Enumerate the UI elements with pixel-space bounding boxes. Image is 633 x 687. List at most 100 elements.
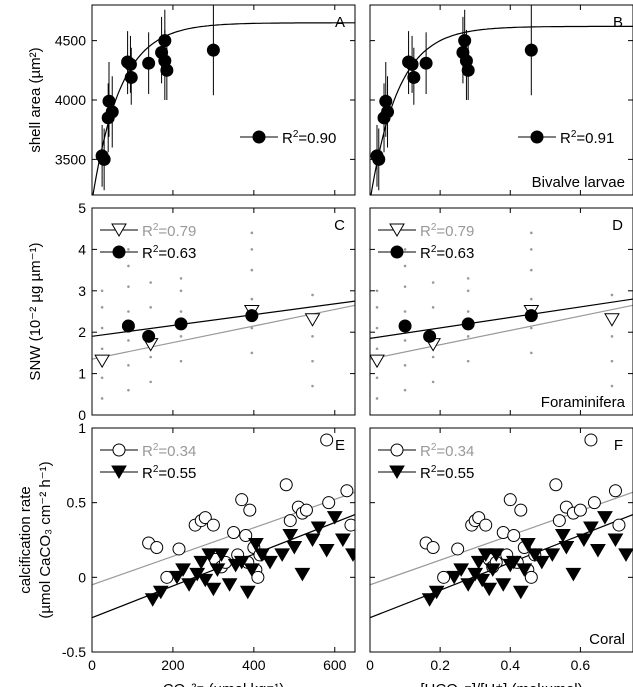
data-point [431, 281, 435, 284]
legend-marker [389, 465, 405, 479]
fit-line [370, 304, 633, 360]
data-point [565, 567, 582, 582]
y-tick-label: 0 [78, 407, 86, 423]
y-tick-label: -0.5 [62, 644, 86, 660]
data-point [530, 351, 533, 355]
data-point [398, 319, 412, 333]
data-point [474, 573, 491, 588]
x-tick-label: 600 [323, 657, 347, 673]
data-point [576, 533, 592, 547]
plot-area [370, 433, 633, 619]
fit-line [370, 298, 633, 340]
panel-label: F [614, 437, 623, 454]
legend-label: R2=0.79 [420, 222, 474, 240]
x-axis-label: [HCO₃⁻]/[H⁺] (mol:µmol) [420, 681, 582, 687]
data-point [160, 63, 174, 77]
legend-label: R2=0.79 [142, 222, 196, 240]
data-point [583, 521, 599, 536]
data-point [405, 57, 419, 71]
data-point [446, 570, 463, 585]
data-point [403, 248, 407, 251]
data-point [279, 478, 293, 492]
data-point [149, 355, 152, 359]
data-point [282, 529, 299, 543]
x-tick-label: 0 [88, 657, 96, 673]
data-point [544, 548, 561, 562]
fit-line [92, 300, 355, 337]
data-point [100, 347, 104, 351]
data-point [460, 578, 477, 592]
data-point [552, 514, 566, 528]
data-point [437, 570, 451, 584]
y-tick-label: 4500 [55, 33, 86, 49]
data-point [549, 478, 563, 492]
panel-label: A [335, 14, 345, 31]
data-point [507, 529, 521, 543]
fit-curve [92, 22, 355, 195]
data-point [334, 533, 351, 547]
data-point [179, 335, 183, 338]
legend-marker [252, 130, 266, 144]
data-point [375, 347, 379, 351]
data-point [458, 34, 472, 48]
x-tick-label: 0.6 [571, 657, 591, 673]
data-point [160, 570, 174, 584]
plot-frame [91, 207, 356, 416]
data-point [530, 231, 533, 235]
data-point [419, 56, 433, 70]
data-point [149, 281, 152, 284]
data-point [100, 306, 104, 309]
data-point [174, 317, 188, 331]
data-point [243, 563, 260, 577]
data-point [221, 578, 238, 592]
data-point [149, 380, 152, 384]
legend-marker [112, 245, 126, 259]
panel-annotation: Foraminifera [541, 394, 626, 411]
data-point [607, 533, 624, 547]
panel-label: B [613, 14, 623, 31]
data-point [100, 397, 104, 400]
plot-frame [369, 4, 633, 196]
data-point [213, 548, 230, 562]
data-point [102, 94, 116, 108]
data-point [250, 351, 254, 355]
x-tick-label: 200 [161, 657, 185, 673]
data-point [320, 433, 334, 447]
data-point [250, 231, 254, 235]
data-point [198, 511, 212, 525]
data-point [375, 289, 379, 293]
data-point [100, 326, 104, 330]
data-point [250, 248, 254, 251]
data-point [618, 548, 633, 562]
data-point [403, 285, 407, 288]
data-point [94, 354, 110, 369]
y-axis-label: shell area (µm²) [27, 47, 44, 152]
data-point [428, 585, 445, 600]
y-tick-label: 3 [78, 283, 86, 299]
data-point [127, 388, 130, 392]
data-point [179, 277, 183, 280]
y-axis-label: calcification rate (µmol CaCO₃ cm⁻² h⁻¹) [17, 461, 54, 618]
legend-label: R2=0.55 [420, 464, 474, 482]
legend-marker [112, 443, 126, 457]
panel-label: C [334, 217, 345, 234]
data-point [345, 548, 355, 562]
data-point [245, 309, 259, 323]
data-point [375, 376, 379, 380]
data-point [610, 384, 614, 388]
data-point [587, 496, 601, 510]
data-point [344, 518, 355, 532]
data-point [407, 70, 421, 84]
data-point [235, 493, 249, 507]
legend-label: R2=0.55 [142, 464, 196, 482]
data-point [431, 355, 435, 359]
x-tick-label: 0.2 [430, 657, 450, 673]
data-point [127, 364, 130, 367]
data-point [152, 585, 169, 600]
data-point [326, 511, 343, 525]
data-point [524, 309, 538, 323]
data-point [250, 326, 254, 330]
data-point [206, 43, 220, 57]
data-point [294, 567, 311, 582]
data-point [127, 264, 130, 268]
